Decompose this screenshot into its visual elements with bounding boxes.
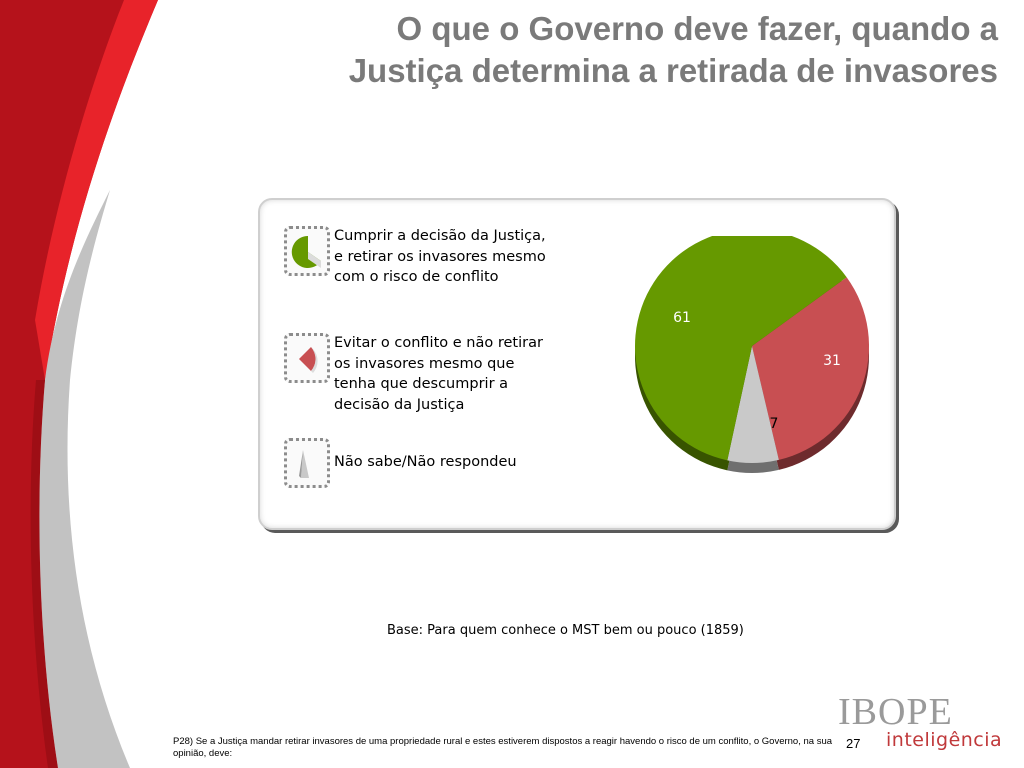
title-line-2: Justiça determina a retirada de invasore… bbox=[348, 52, 998, 89]
legend-swatch-gray bbox=[284, 438, 330, 488]
page-number: 27 bbox=[846, 736, 861, 751]
logo-main-text: IBOPE bbox=[838, 691, 953, 733]
decorative-left-band bbox=[0, 0, 158, 768]
legend-label-cumprir: Cumprir a decisão da Justiça, e retirar … bbox=[334, 228, 546, 285]
pie-slice-cumprir bbox=[635, 236, 847, 461]
chart-panel: Cumprir a decisão da Justiça, e retirar … bbox=[258, 198, 896, 530]
slide-title: O que o Governo deve fazer, quando a Jus… bbox=[138, 8, 998, 92]
title-line-1: O que o Governo deve fazer, quando a bbox=[396, 10, 998, 47]
pie-data-label-cumprir: 61 bbox=[673, 310, 691, 326]
legend-label-nao-sabe: Não sabe/Não respondeu bbox=[334, 454, 517, 470]
logo-sub-text: inteligência bbox=[886, 729, 1003, 751]
ibope-logo: IBOPE inteligência bbox=[836, 690, 1012, 760]
pie-data-label-evitar: 31 bbox=[823, 353, 841, 369]
pie-slice-evitar bbox=[752, 277, 869, 460]
legend-label-evitar: Evitar o conflito e não retirar os invas… bbox=[334, 335, 543, 413]
legend-swatch-green bbox=[284, 226, 330, 276]
pie-chart: 31 7 61 bbox=[635, 236, 869, 473]
legend-swatch-red bbox=[284, 333, 330, 383]
base-note: Base: Para quem conhece o MST bem ou pou… bbox=[387, 623, 744, 638]
pie-slice-nao-sabe bbox=[727, 346, 779, 463]
pie-data-label-nao-sabe: 7 bbox=[770, 416, 779, 432]
question-text: P28) Se a Justiça mandar retirar invasor… bbox=[173, 736, 833, 759]
